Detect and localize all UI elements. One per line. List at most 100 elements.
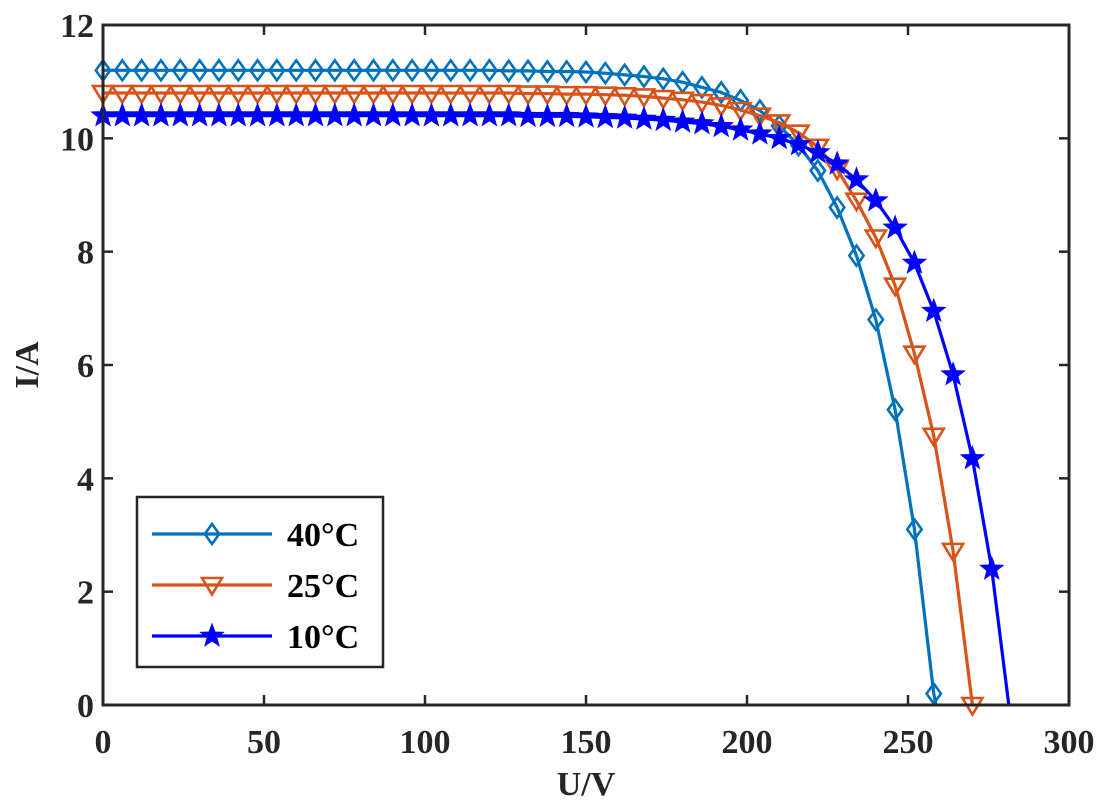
y-tick-label: 8	[77, 235, 94, 272]
data-point	[882, 214, 908, 239]
x-tick-label: 0	[95, 724, 112, 761]
data-point	[538, 59, 557, 84]
data-point	[264, 84, 290, 106]
data-point	[978, 555, 1005, 580]
data-point	[650, 106, 677, 132]
data-point	[287, 58, 306, 83]
data-point	[920, 297, 947, 323]
data-point	[612, 86, 637, 108]
data-point	[611, 104, 638, 129]
data-point	[828, 195, 846, 220]
series-layer	[90, 58, 1011, 718]
data-point	[383, 58, 402, 83]
data-point	[167, 84, 193, 106]
y-tick-label: 12	[60, 8, 94, 45]
legend-box	[135, 495, 385, 669]
data-point	[844, 192, 869, 213]
data-point	[557, 59, 576, 84]
data-point	[461, 58, 479, 83]
data-point	[495, 102, 522, 127]
data-point	[515, 85, 541, 106]
data-point	[129, 84, 154, 106]
data-point	[905, 517, 924, 542]
data-point	[573, 85, 599, 107]
data-point	[480, 58, 499, 83]
data-point	[785, 131, 812, 156]
data-point	[766, 124, 792, 150]
data-point	[805, 139, 831, 164]
legend-label: 25°C	[287, 568, 359, 605]
data-point	[766, 114, 792, 135]
data-point	[152, 58, 170, 83]
data-point	[422, 58, 441, 83]
data-point	[847, 243, 866, 268]
data-point	[326, 58, 344, 83]
data-point	[689, 110, 715, 135]
data-point	[593, 86, 618, 107]
data-point	[959, 445, 986, 470]
data-point	[940, 542, 966, 563]
data-point	[441, 58, 460, 83]
legend-marker	[203, 521, 221, 547]
x-tick-label: 300	[1044, 724, 1095, 761]
data-point	[403, 58, 421, 83]
data-point	[882, 277, 908, 298]
data-point	[438, 84, 464, 106]
data-point	[577, 59, 595, 85]
data-point	[268, 58, 286, 83]
data-point	[635, 64, 653, 89]
data-point	[206, 84, 232, 106]
data-point	[615, 62, 634, 88]
data-point	[631, 105, 657, 130]
legend-label: 40°C	[287, 517, 359, 554]
data-point	[902, 345, 927, 366]
data-point	[901, 249, 928, 274]
data-point	[210, 58, 228, 83]
data-point	[650, 89, 676, 111]
data-point	[866, 307, 885, 332]
y-tick-label: 2	[77, 575, 94, 612]
data-point	[940, 361, 966, 386]
data-point	[283, 84, 309, 106]
x-tick-label: 250	[883, 724, 934, 761]
data-point	[809, 158, 827, 183]
data-point	[596, 60, 615, 86]
data-point	[225, 84, 251, 106]
data-point	[747, 120, 773, 145]
data-point	[727, 116, 754, 141]
data-point	[245, 84, 270, 106]
data-point	[669, 108, 696, 133]
data-point	[519, 58, 537, 84]
data-point	[554, 85, 579, 107]
data-point	[190, 58, 209, 83]
data-point	[303, 84, 328, 106]
data-point	[399, 84, 425, 106]
data-point	[361, 84, 386, 106]
data-point	[786, 124, 811, 145]
data-point	[535, 85, 560, 106]
legend-marker	[199, 622, 225, 647]
data-point	[843, 166, 870, 191]
x-axis-label: U/V	[557, 766, 616, 803]
x-tick-label: 200	[722, 724, 773, 761]
data-point	[631, 88, 657, 109]
data-point	[824, 150, 850, 175]
data-point	[457, 84, 483, 106]
legend-label: 10°C	[287, 619, 359, 656]
data-point	[306, 58, 325, 83]
data-point	[708, 112, 735, 138]
data-point	[419, 84, 444, 106]
data-point	[496, 84, 522, 106]
x-tick-label: 100	[400, 724, 451, 761]
data-point	[689, 93, 715, 115]
y-tick-label: 10	[60, 121, 94, 158]
data-point	[654, 66, 673, 92]
data-point	[345, 58, 363, 83]
data-point	[380, 84, 406, 106]
data-point	[712, 80, 731, 105]
x-tick-label: 50	[247, 724, 281, 761]
data-point	[592, 103, 619, 129]
data-point	[229, 58, 248, 83]
data-point	[921, 427, 947, 448]
y-axis-label: I/A	[9, 341, 46, 389]
